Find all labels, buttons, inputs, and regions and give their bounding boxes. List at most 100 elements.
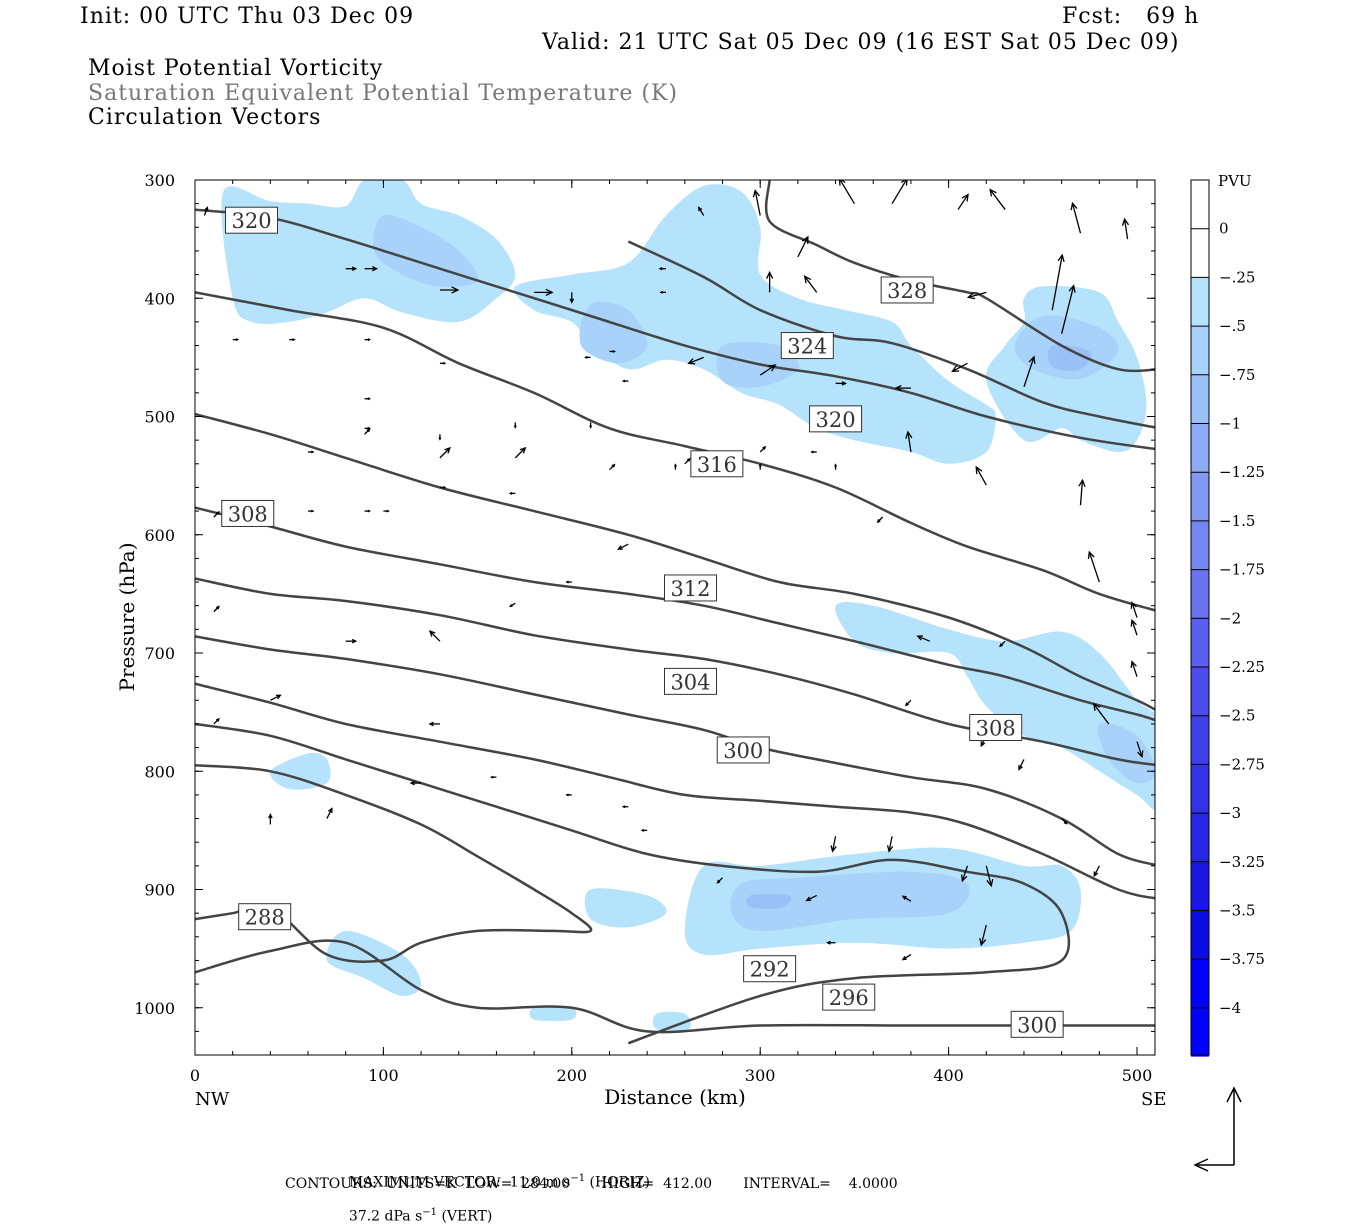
vector-head: [616, 545, 623, 550]
contour-label-box: [822, 983, 876, 1011]
vector-shaft: [1023, 356, 1035, 388]
mpv-region: [652, 1011, 691, 1031]
colorbar-label: −2.25: [1219, 658, 1265, 676]
vector-head: [716, 879, 721, 884]
circulation-vector: [345, 266, 358, 272]
circulation-vector: [684, 457, 691, 465]
vector-head: [805, 896, 812, 902]
y-tick-label: 700: [144, 644, 175, 663]
contour-label-box: [716, 736, 770, 764]
x-tick-label: 500: [1122, 1066, 1153, 1085]
vector-head: [1078, 478, 1086, 487]
contour-label-304: 304: [663, 667, 717, 695]
contour-label-box: [663, 667, 717, 695]
circulation-vector: [514, 446, 527, 459]
circulation-vector: [383, 509, 390, 513]
circulation-vector: [673, 463, 677, 470]
contour-label-text: 320: [816, 408, 856, 432]
mpv-region: [1097, 723, 1155, 784]
vector-shaft: [1093, 703, 1110, 725]
circulation-vector: [658, 267, 666, 271]
vector-shaft: [1079, 480, 1084, 506]
vector-shaft: [1071, 203, 1082, 234]
vector-shaft: [1131, 620, 1138, 636]
vector-shaft: [957, 194, 969, 210]
circulation-vector: [916, 635, 931, 642]
circulation-vector: [364, 397, 372, 401]
vector-head: [1018, 764, 1023, 771]
vector-head: [235, 338, 240, 342]
vector-shaft: [985, 865, 992, 887]
vector-head: [1057, 253, 1065, 262]
contour-label-312: 312: [663, 574, 717, 602]
colorbar-swatch: [1191, 180, 1209, 229]
vector-head: [640, 828, 645, 832]
circulation-vector: [1130, 601, 1138, 618]
vector-head: [1063, 820, 1068, 825]
vector-shaft: [980, 924, 987, 946]
circulation-vector: [834, 463, 838, 470]
circulation-vector: [616, 543, 629, 550]
vector-shaft: [759, 364, 776, 376]
vector-head: [386, 509, 390, 513]
vector-head: [513, 425, 517, 429]
vector-head: [451, 286, 460, 294]
colorbar-label: −1.25: [1219, 463, 1265, 481]
colorbar-label: −2.5: [1219, 707, 1255, 725]
max-vector-horiz-exponent: −1: [570, 1173, 586, 1184]
contour-label-text: 324: [787, 335, 827, 359]
contour-label-box: [225, 206, 279, 234]
colorbar-label: −3.25: [1219, 853, 1265, 871]
circulation-vector: [508, 602, 516, 608]
vector-head: [508, 491, 513, 495]
circulation-vector: [826, 940, 836, 945]
vector-shaft: [839, 180, 855, 204]
vector-shaft: [891, 180, 908, 204]
circulation-vector: [584, 355, 591, 359]
vector-head: [876, 519, 881, 524]
vector-head: [589, 425, 593, 429]
forecast-hour: Fcst: 69 h: [1062, 4, 1200, 29]
circulation-vector: [904, 699, 912, 707]
mpv-region: [835, 602, 1155, 811]
mpv-region: [513, 184, 996, 464]
circulation-vector: [797, 235, 809, 258]
contour-label-box: [690, 450, 744, 478]
circulation-vector: [621, 805, 629, 809]
theta-es-contour-316: [195, 291, 1155, 612]
circulation-vector: [999, 640, 1006, 648]
circulation-vector: [345, 638, 358, 644]
circulation-vector: [1130, 618, 1138, 636]
circulation-vector: [803, 275, 818, 293]
colorbar-label: −1.75: [1219, 561, 1265, 579]
colorbar-label: −3: [1219, 804, 1241, 822]
vector-head: [1130, 618, 1137, 627]
circulation-vector: [759, 364, 777, 376]
vector-shaft: [698, 207, 705, 216]
vector-head: [409, 780, 415, 786]
theta-es-contour-324: [627, 240, 1155, 429]
contour-label-text: 300: [723, 739, 763, 763]
vector-head: [762, 445, 767, 450]
vector-head: [886, 845, 894, 853]
circulation-vector: [213, 717, 220, 725]
vector-shaft: [1131, 661, 1138, 677]
circulation-vector: [621, 379, 629, 383]
circulation-vector: [439, 485, 447, 489]
contour-label-292: 292: [743, 955, 797, 983]
circulation-vector: [876, 516, 884, 524]
contour-label-text: 296: [829, 986, 869, 1010]
colorbar-label: 0: [1219, 220, 1229, 238]
colorbar-label: −1: [1219, 415, 1241, 433]
vector-head: [584, 355, 588, 359]
vector-head: [489, 775, 494, 779]
circulation-vector: [985, 865, 994, 888]
vector-head: [803, 275, 812, 284]
max-vector-horiz-label: (HORIZ): [585, 1174, 650, 1191]
vector-head: [975, 465, 983, 475]
vector-shaft: [806, 894, 818, 901]
circulation-vector: [439, 446, 451, 459]
vector-head: [1093, 871, 1099, 878]
vector-head: [901, 895, 907, 900]
vector-head: [367, 509, 372, 513]
